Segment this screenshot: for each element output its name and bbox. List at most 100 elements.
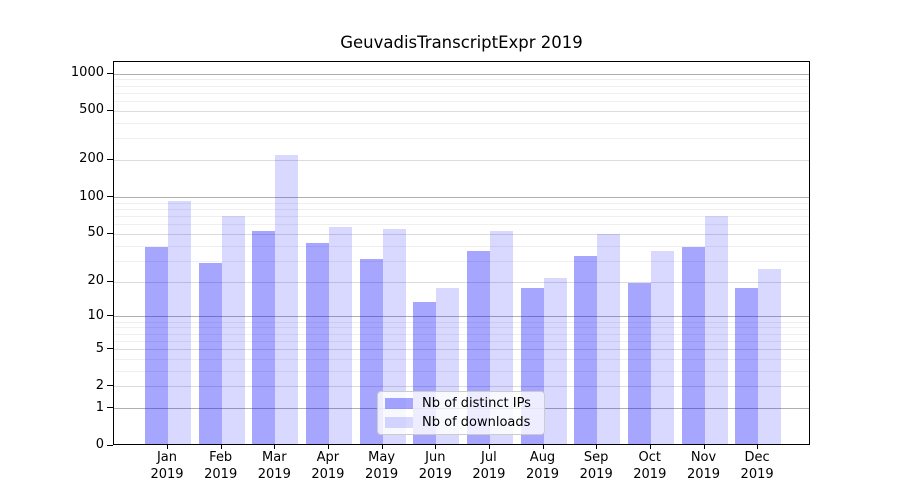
- bar-distinct-ips-oct: [627, 282, 651, 444]
- x-tick-label: Aug 2019: [525, 450, 560, 482]
- bar-downloads-apr: [328, 227, 352, 444]
- x-tick: [488, 445, 490, 449]
- y-tick-label: 1000: [70, 65, 104, 80]
- gridline: [114, 110, 809, 112]
- bar-downloads-dec: [758, 268, 782, 444]
- x-tick-label: Mar 2019: [257, 450, 291, 482]
- bar-downloads-nov: [704, 216, 728, 444]
- x-tick: [703, 445, 705, 449]
- x-tick: [167, 445, 168, 449]
- chart-title: GeuvadisTranscriptExpr 2019: [340, 33, 583, 52]
- gridline: [114, 327, 809, 329]
- gridline: [114, 321, 809, 323]
- x-tick-label: Dec 2019: [740, 450, 774, 482]
- x-tick-label: Oct 2019: [633, 450, 667, 482]
- bar-downloads-oct: [650, 251, 674, 444]
- gridline: [114, 216, 809, 217]
- legend-label-downloads: Nb of downloads: [422, 414, 531, 430]
- gridline: [114, 79, 809, 81]
- gridline: [114, 224, 809, 226]
- x-tick: [435, 445, 437, 449]
- x-tick-label: May 2019: [365, 450, 399, 482]
- gridline: [114, 197, 809, 198]
- x-tick: [542, 445, 544, 449]
- y-tick-label: 50: [87, 225, 104, 241]
- legend-swatch-downloads: [385, 417, 413, 428]
- gridline: [114, 358, 809, 360]
- gridline: [114, 138, 809, 140]
- x-tick: [757, 445, 759, 449]
- gridline: [114, 260, 809, 262]
- y-tick-label: 200: [79, 151, 104, 167]
- bar-downloads-jan: [168, 201, 191, 444]
- y-tick-label: 2: [95, 377, 104, 393]
- bar-downloads-mar: [275, 154, 299, 444]
- y-tick-label: 500: [79, 102, 104, 118]
- legend-label-distinct-ips: Nb of distinct IPs: [422, 395, 531, 411]
- y-tick: [107, 196, 113, 197]
- bar-distinct-ips-may: [359, 259, 383, 444]
- y-tick-label: 100: [79, 188, 104, 204]
- y-tick: [107, 444, 113, 446]
- y-tick-label: 1: [95, 399, 104, 415]
- gridline: [114, 73, 809, 75]
- y-tick: [107, 158, 113, 160]
- gridline: [114, 370, 809, 372]
- bar-downloads-feb: [221, 216, 245, 444]
- bar-distinct-ips-mar: [252, 231, 276, 444]
- y-tick: [107, 407, 113, 409]
- x-tick: [274, 445, 276, 449]
- gridline: [114, 92, 809, 94]
- legend: Nb of distinct IPs Nb of downloads: [377, 391, 545, 435]
- bar-distinct-ips-feb: [198, 262, 222, 444]
- y-tick: [107, 348, 113, 349]
- bar-distinct-ips-apr: [305, 242, 329, 444]
- bar-distinct-ips-dec: [735, 288, 759, 444]
- legend-row-distinct-ips: Nb of distinct IPs: [385, 396, 544, 412]
- gridline: [114, 316, 809, 318]
- y-tick-label: 0: [95, 437, 104, 452]
- x-tick: [220, 445, 222, 449]
- gridline: [114, 233, 809, 235]
- gridline: [114, 159, 809, 161]
- y-tick: [107, 385, 113, 387]
- bar-downloads-may: [382, 229, 406, 444]
- x-tick-label: Jan 2019: [150, 450, 184, 482]
- x-tick-label: Jun 2019: [418, 450, 452, 482]
- x-tick: [327, 445, 329, 449]
- y-tick: [107, 232, 113, 234]
- y-tick: [107, 109, 113, 111]
- y-tick-label: 10: [87, 307, 104, 323]
- bar-downloads-aug: [543, 277, 567, 444]
- legend-row-downloads: Nb of downloads: [385, 415, 544, 431]
- y-tick: [107, 280, 113, 282]
- gridline: [114, 245, 809, 247]
- x-tick-label: Nov 2019: [686, 450, 721, 482]
- bar-distinct-ips-sep: [574, 255, 598, 444]
- bar-downloads-sep: [597, 234, 621, 444]
- y-tick: [107, 72, 113, 74]
- x-tick: [381, 445, 383, 449]
- bar-distinct-ips-nov: [681, 246, 705, 444]
- gridline: [114, 208, 809, 210]
- bar-downloads-jul: [489, 231, 513, 444]
- gridline: [114, 85, 809, 87]
- x-tick-label: Feb 2019: [204, 450, 238, 482]
- x-tick-label: Sep 2019: [579, 450, 613, 482]
- gridline: [114, 281, 809, 283]
- gridline: [114, 333, 809, 335]
- gridline: [114, 340, 809, 342]
- y-tick-label: 5: [95, 340, 104, 356]
- gridline: [114, 122, 809, 124]
- gridline: [114, 386, 809, 388]
- y-tick-label: 20: [87, 273, 104, 289]
- plot-area: [113, 61, 810, 445]
- gridline: [114, 349, 809, 350]
- bar-distinct-ips-jan: [145, 246, 168, 444]
- legend-swatch-distinct-ips: [385, 398, 413, 409]
- x-tick-label: Jul 2019: [472, 450, 506, 482]
- gridline: [114, 101, 809, 102]
- y-tick: [107, 315, 113, 317]
- x-tick: [596, 445, 598, 449]
